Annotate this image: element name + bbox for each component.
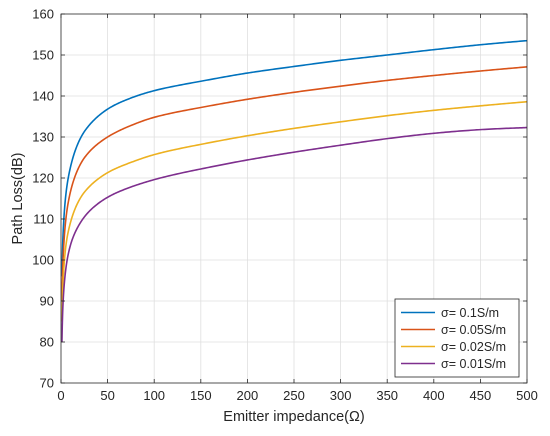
x-tick-label: 450 xyxy=(470,388,492,403)
series-layer xyxy=(61,39,528,343)
legend-entry: σ= 0.05S/m xyxy=(441,323,506,337)
x-tick-label: 50 xyxy=(100,388,114,403)
x-tick-label: 250 xyxy=(283,388,305,403)
x-tick-label: 200 xyxy=(237,388,259,403)
y-tick-label: 70 xyxy=(40,376,54,391)
series-line-2 xyxy=(61,66,528,302)
y-tick-label: 110 xyxy=(33,212,54,227)
x-axis-label: Emitter impedance(Ω) xyxy=(223,409,364,425)
y-tick-label: 90 xyxy=(40,294,54,309)
y-tick-label: 130 xyxy=(32,130,54,145)
legend: σ= 0.1S/m σ= 0.05S/m σ= 0.02S/m σ= 0.01S/m xyxy=(394,298,520,378)
x-tick-label: 150 xyxy=(190,388,212,403)
y-tick-label: 80 xyxy=(40,335,54,350)
series-line-3 xyxy=(61,100,528,322)
x-tick-label: 100 xyxy=(143,388,165,403)
legend-entry: σ= 0.02S/m xyxy=(441,340,506,354)
series-line-1 xyxy=(61,39,528,277)
tick-labels: 0 50 100 150 200 250 300 350 400 450 500 70 80 90 100 1… xyxy=(32,7,538,404)
y-tick-label: 150 xyxy=(32,48,54,63)
series-line-4 xyxy=(61,126,528,343)
y-axis-label: Path Loss(dB) xyxy=(10,153,26,245)
x-tick-label: 0 xyxy=(57,388,64,403)
y-tick-label: 160 xyxy=(32,7,54,22)
x-tick-label: 300 xyxy=(330,388,352,403)
y-tick-label: 140 xyxy=(32,89,54,104)
legend-entry: σ= 0.1S/m xyxy=(441,306,499,320)
x-tick-label: 350 xyxy=(376,388,398,403)
y-tick-label: 120 xyxy=(32,171,54,186)
x-tick-label: 500 xyxy=(516,388,538,403)
x-tick-label: 400 xyxy=(423,388,445,403)
legend-entry: σ= 0.01S/m xyxy=(441,357,506,371)
y-tick-label: 100 xyxy=(32,253,54,268)
axis-ticks xyxy=(60,13,528,384)
